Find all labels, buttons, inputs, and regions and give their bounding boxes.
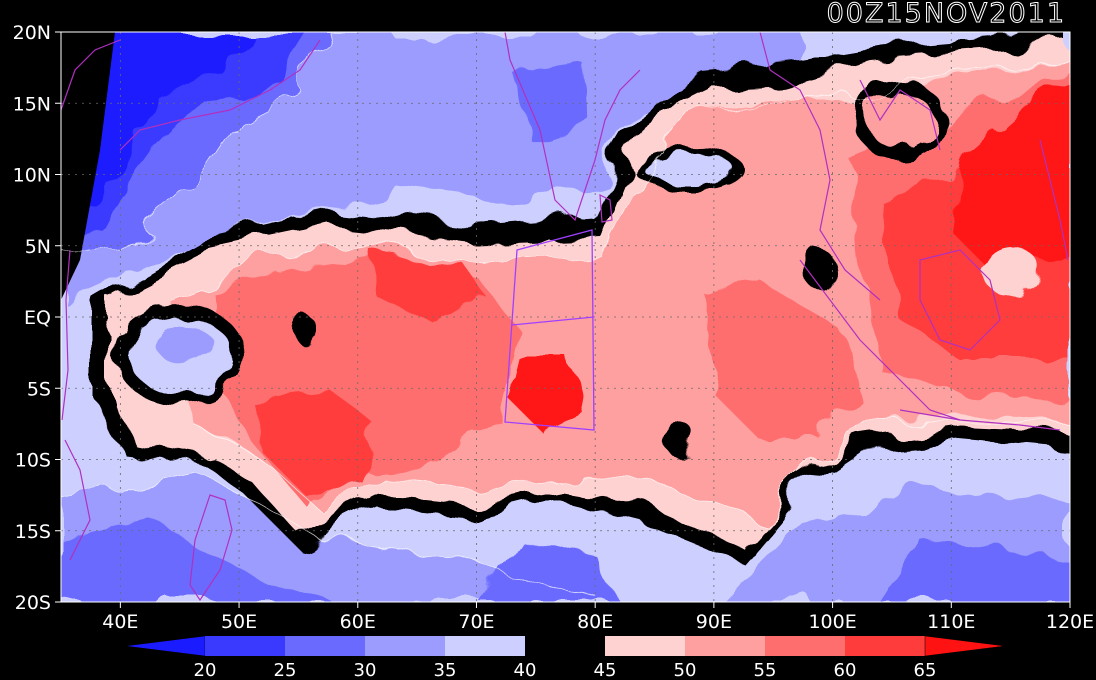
colorbar-segment-4 (445, 636, 525, 656)
cool-patch-northeast-inner (867, 92, 933, 148)
colorbar-label-4: 40 (514, 660, 537, 680)
colorbar-label-0: 20 (194, 660, 217, 680)
y-tick-label-2: 10N (13, 165, 51, 187)
colorbar-label-6: 50 (674, 660, 697, 680)
colorbar-segment-2 (285, 636, 365, 656)
colorbar-arrow-low (124, 635, 206, 657)
x-tick-label-4: 80E (577, 611, 613, 633)
colorbar-label-5: 45 (594, 660, 617, 680)
analysis-box-divider (511, 316, 595, 326)
coastline-india (504, 32, 641, 222)
y-tick-label-3: 5N (25, 236, 51, 258)
colorbar-label-8: 60 (834, 660, 857, 680)
x-tick-label-5: 90E (696, 611, 732, 633)
x-tick-label-2: 60E (340, 611, 376, 633)
field-level-30-south-center (480, 540, 620, 602)
colorbar-label-2: 30 (354, 660, 377, 680)
y-tick-label-4: EQ (24, 307, 51, 329)
colorbar-segment-1 (205, 636, 285, 656)
cold-pool-west-core (157, 325, 213, 365)
cool-patch-north-inner (645, 155, 735, 185)
contour-line-1 (169, 59, 1070, 301)
analysis-box (504, 229, 595, 431)
field-level-60-west (370, 250, 490, 330)
coastline-philippines (1039, 139, 1069, 261)
coastlines (61, 32, 1069, 602)
field-level-30-north-center (510, 60, 590, 140)
y-tick-label-7: 15S (15, 521, 51, 543)
coastline-sri-lanka (599, 193, 613, 223)
field-level-65-east (950, 80, 1070, 270)
coastline-sumatra (799, 259, 961, 421)
coastline-madagascar (189, 494, 233, 602)
black-speck-2 (806, 248, 834, 292)
y-tick-label-1: 15N (13, 93, 51, 115)
map-plot-area (61, 32, 1070, 602)
colorbar-label-9: 65 (914, 660, 937, 680)
colorbar-segment-9 (845, 636, 925, 656)
y-axis: 20N 15N 10N 5N EQ 5S 10S 15S 20S (13, 22, 61, 614)
field-level-25-southeast (880, 540, 1070, 602)
cool-patch-east (982, 245, 1038, 295)
colorbar-segment-3 (365, 636, 445, 656)
colorbar-segment-6 (605, 636, 685, 656)
analysis-box-outline (504, 229, 595, 431)
contour-line-2 (189, 419, 1070, 521)
colorbar-label-3: 35 (434, 660, 457, 680)
contour-line-4 (61, 469, 601, 601)
field-level-55-central (700, 280, 860, 440)
black-speck-3 (668, 420, 692, 460)
coastline-borneo (919, 249, 1001, 351)
colorbar-arrow-high (924, 635, 1006, 657)
low-value-field (61, 32, 1070, 602)
colorbar-label-1: 25 (274, 660, 297, 680)
field-level-65-west (510, 360, 580, 430)
x-axis: 40E 50E 60E 70E 80E 90E 100E 110E 120E (102, 602, 1094, 633)
y-tick-label-5: 5S (27, 378, 51, 400)
black-speck-1 (293, 316, 317, 344)
colorbar-segment-7 (685, 636, 765, 656)
x-tick-label-0: 40E (102, 611, 138, 633)
y-tick-label-8: 20S (15, 592, 51, 614)
land-mask-west (61, 32, 115, 300)
high-value-field (110, 45, 1070, 545)
field-level-30-south (61, 520, 340, 602)
coastline-southeast-asia (759, 32, 941, 301)
coastline-java (899, 409, 1061, 431)
colorbar-label-7: 55 (754, 660, 777, 680)
colorbar-segment-5 (525, 636, 605, 656)
coastline-arabia (119, 39, 321, 151)
colorbar-segment-8 (765, 636, 845, 656)
coastline-africa (61, 39, 121, 561)
contour-lines (61, 32, 1070, 601)
field-level-60-southwest (250, 390, 380, 490)
y-tick-label-0: 20N (13, 22, 51, 44)
colorbar: 20 25 30 35 40 45 50 55 60 65 (124, 635, 1006, 680)
x-tick-label-7: 110E (927, 611, 975, 633)
field-details (115, 80, 1038, 460)
contour-line-3 (61, 32, 331, 251)
x-tick-label-3: 70E (458, 611, 494, 633)
x-tick-label-6: 100E (808, 611, 856, 633)
x-tick-label-1: 50E (221, 611, 257, 633)
grid-lines (61, 32, 1070, 602)
map-title: 00Z15NOV2011 (827, 0, 1066, 29)
y-tick-label-6: 10S (15, 450, 51, 472)
x-tick-label-8: 120E (1046, 611, 1094, 633)
